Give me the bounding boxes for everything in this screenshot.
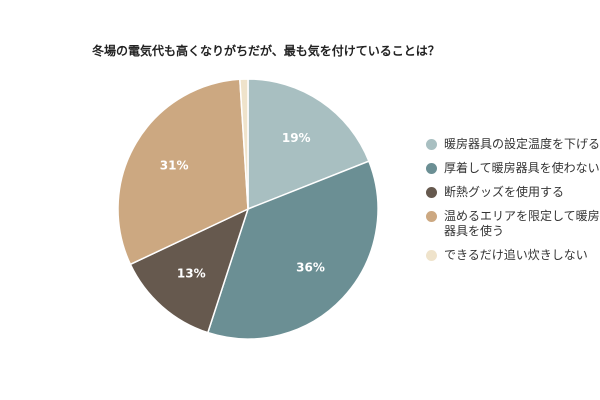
legend-swatch [426,163,437,174]
slice-data-label: 36% [296,261,325,275]
pie-slice [239,78,249,210]
pie-slice [247,78,370,211]
pie-slice [206,160,379,340]
legend-label: できるだけ追い炊きしない [444,248,588,262]
legend-item: 暖房器具の設定温度を下げる [426,137,600,152]
pie-slice [129,207,250,334]
legend-item: できるだけ追い炊きしない [426,248,600,263]
legend-item: 温めるエリアを限定して暖房器具を使う [426,209,600,239]
legend-item: 断熱グッズを使用する [426,185,600,200]
slice-data-label: 31% [160,158,189,172]
legend-swatch [426,139,437,150]
pie-slice [117,78,249,266]
legend-label: 断熱グッズを使用する [444,185,565,199]
legend-swatch [426,211,437,222]
legend: 暖房器具の設定温度を下げる 厚着して暖房器具を使わない 断熱グッズを使用する温めるエ… [426,137,600,272]
legend-label: 厚着して暖房器具を使わない [444,161,600,175]
legend-label: 温めるエリアを限定して暖房器具を使う [444,209,600,238]
legend-swatch [426,250,437,261]
slice-data-label: 13% [177,266,206,280]
legend-label: 暖房器具の設定温度を下げる [444,137,600,151]
legend-swatch [426,187,437,198]
chart-title: 冬場の電気代も高くなりがちだが、最も気を付けていることは？ [92,44,440,58]
legend-item: 厚着して暖房器具を使わない [426,161,600,176]
slice-data-label: 19% [282,131,311,145]
